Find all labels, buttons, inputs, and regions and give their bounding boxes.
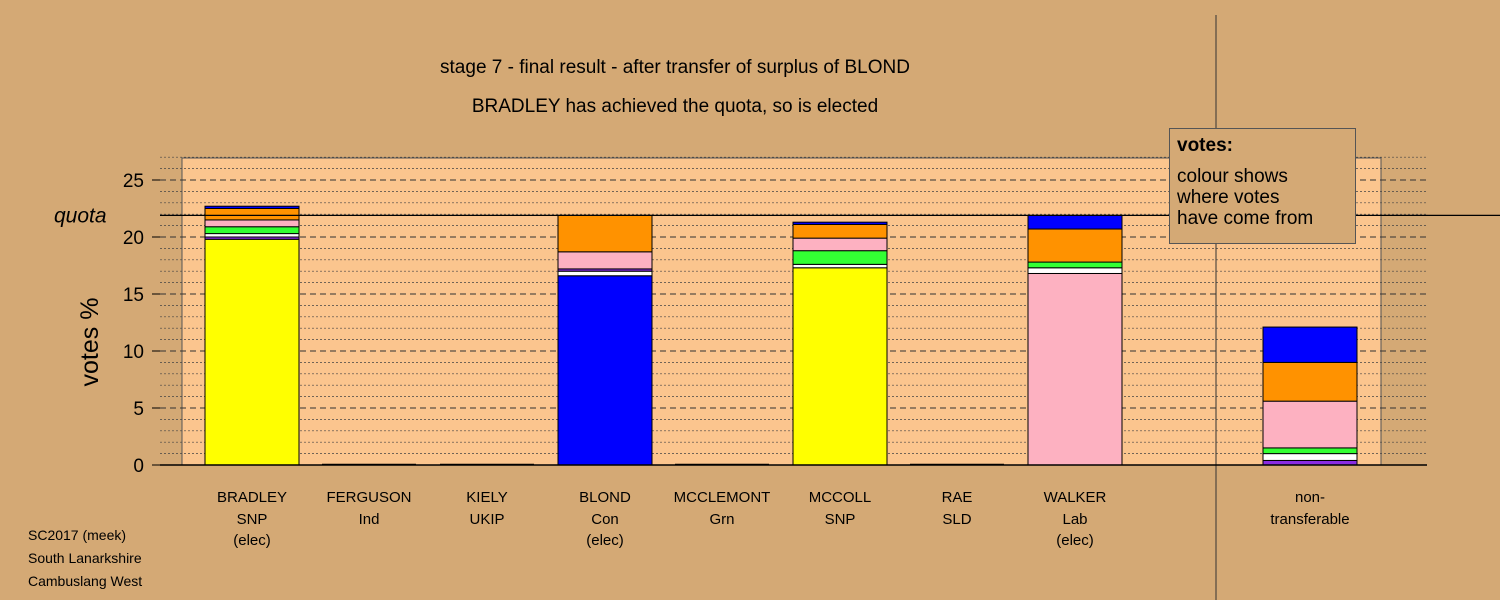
bar-segment (204, 219, 300, 228)
bar-segment (1027, 214, 1123, 230)
bar-segment (792, 250, 888, 265)
bar-segment (204, 205, 300, 210)
chart-title: stage 7 - final result - after transfer … (440, 57, 910, 78)
bar-segment (204, 238, 300, 466)
bar-segment (792, 237, 888, 252)
bar-segment (792, 223, 888, 239)
category-party-label: Con (591, 511, 619, 528)
bar-segment (792, 221, 888, 225)
legend-line: where votes (1177, 187, 1280, 208)
category-status-label: (elec) (1056, 532, 1094, 549)
footer-election: SC2017 (meek) (28, 527, 127, 543)
category-name-label: BRADLEY (217, 489, 287, 506)
legend-title: votes: (1177, 135, 1233, 156)
bar-segment (1262, 453, 1358, 461)
bar-segment (1027, 267, 1123, 274)
legend-line: colour shows (1177, 166, 1288, 187)
bar-segment (557, 270, 653, 277)
bar-segment (204, 226, 300, 235)
category-status-label: (elec) (233, 532, 271, 549)
chart-subtitle: BRADLEY has achieved the quota, so is el… (472, 96, 878, 117)
category-name-label: WALKER (1044, 489, 1107, 506)
category-party-label: SNP (825, 511, 856, 528)
y-tick-label: 10 (123, 342, 144, 363)
legend-line: have come from (1177, 208, 1314, 229)
bar-segment (557, 214, 653, 253)
y-tick-label: 15 (123, 285, 144, 306)
bar-segment (792, 267, 888, 466)
y-tick-label: 20 (123, 228, 144, 249)
bar-segment (1027, 228, 1123, 263)
bar-segment (1027, 272, 1123, 466)
quota-label: quota (54, 204, 107, 227)
category-name-label: non- (1295, 489, 1325, 506)
category-party-label: Lab (1062, 511, 1087, 528)
category-party-label: SNP (237, 511, 268, 528)
category-name-label: MCCLEMONT (674, 489, 771, 506)
y-tick-label: 0 (133, 456, 144, 477)
category-name-label: BLOND (579, 489, 631, 506)
category-party-label: transferable (1270, 511, 1349, 528)
bar-segment (792, 263, 888, 269)
bar-segment (557, 251, 653, 270)
bar-segment (557, 275, 653, 466)
bar-segment (204, 233, 300, 238)
category-party-label: UKIP (469, 511, 504, 528)
category-party-label: Grn (709, 511, 734, 528)
category-party-label: Ind (359, 511, 380, 528)
category-name-label: FERGUSON (326, 489, 411, 506)
footer-council: South Lanarkshire (28, 550, 142, 566)
category-name-label: KIELY (466, 489, 507, 506)
y-axis-label: votes % (76, 298, 104, 387)
category-status-label: (elec) (586, 532, 624, 549)
footer-ward: Cambuslang West (28, 573, 143, 589)
bar-segment (1262, 447, 1358, 455)
bar-segment (1027, 261, 1123, 269)
y-tick-label: 5 (133, 399, 144, 420)
category-name-label: RAE (942, 489, 973, 506)
legend-box: votes: colour shows where votes have com… (1169, 128, 1356, 244)
category-party-label: SLD (942, 511, 971, 528)
bar-segment (1262, 326, 1358, 363)
y-tick-label: 25 (123, 171, 144, 192)
bar-segment (204, 208, 300, 221)
category-name-label: MCCOLL (809, 489, 872, 506)
bar-segment (1262, 400, 1358, 449)
bar-segment (1262, 361, 1358, 402)
